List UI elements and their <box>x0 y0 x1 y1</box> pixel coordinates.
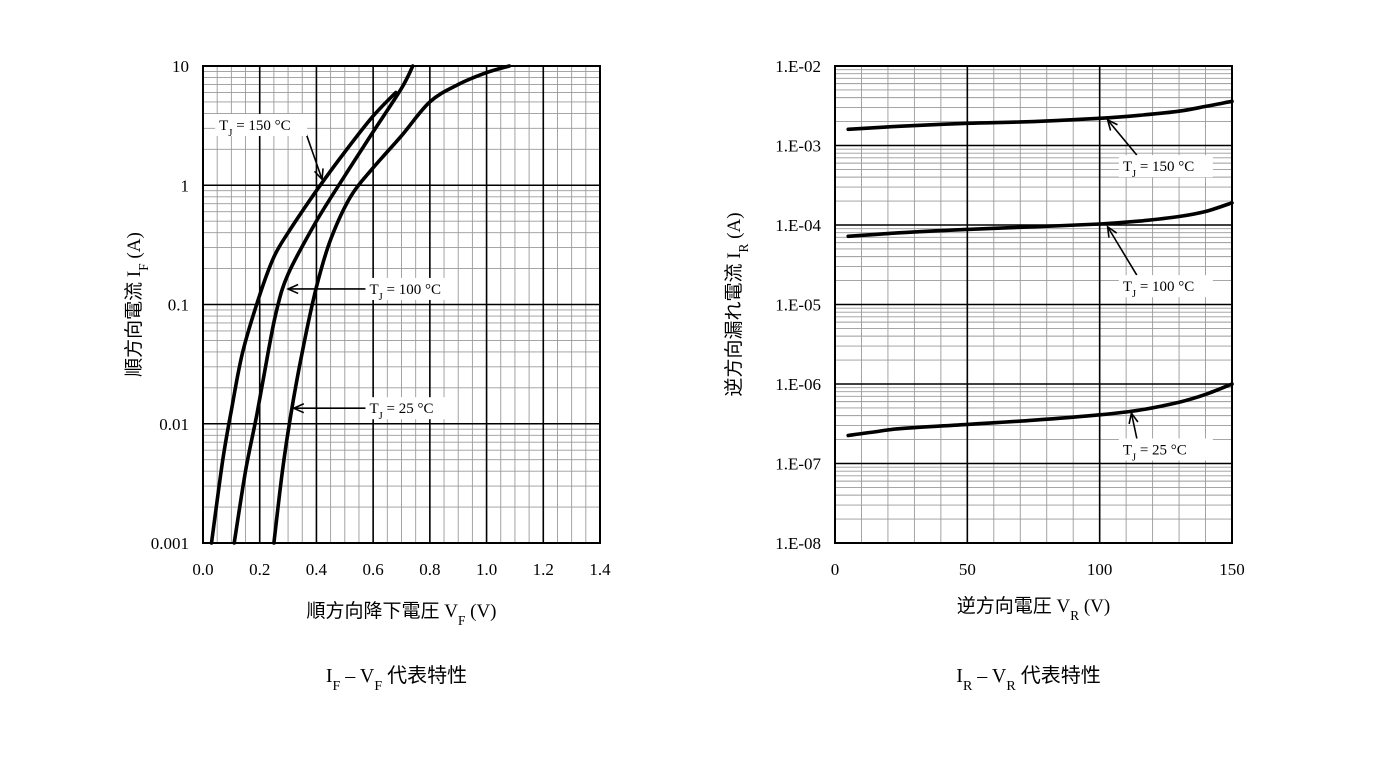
y-tick-label: 1.E-04 <box>775 216 821 235</box>
x-tick-label: 150 <box>1219 560 1245 579</box>
x-tick-label: 0.0 <box>192 560 213 579</box>
plot-frame <box>834 65 1233 544</box>
series-line <box>846 382 1234 438</box>
annotation-arrowhead <box>1106 118 1118 131</box>
series-label: TJ = 100 °C <box>1123 279 1194 300</box>
annotation-bg <box>215 114 308 137</box>
y-tick-label: 1.E-07 <box>775 455 821 474</box>
y-tick-label: 0.01 <box>159 415 189 434</box>
annotation-arrowhead <box>313 168 324 182</box>
annotation-arrow <box>1130 412 1138 439</box>
series-label: TJ = 25 °C <box>369 401 433 422</box>
x-tick-label: 100 <box>1087 560 1113 579</box>
x-axis-label: 順方向降下電圧 VF (V) <box>306 600 496 628</box>
series-label: TJ = 150 °C <box>219 118 290 139</box>
y-axis-label: 順方向電流 IF (A) <box>123 232 151 377</box>
y-tick-label: 0.001 <box>151 534 189 553</box>
y-tick-label: 10 <box>172 57 189 76</box>
chart-title: IR – VR 代表特性 <box>956 664 1100 694</box>
series-line <box>846 201 1234 239</box>
annotation-arrowhead <box>1106 225 1118 238</box>
x-axis-label: 逆方向電圧 VR (V) <box>957 595 1111 623</box>
x-tick-label: 0.4 <box>306 560 328 579</box>
annotations: TJ = 150 °C TJ = 100 °C TJ = 25 °C <box>1106 118 1213 464</box>
grid <box>834 65 1233 544</box>
series-line <box>232 64 415 545</box>
y-tick-label: 1.E-03 <box>775 137 821 156</box>
series-label: TJ = 150 °C <box>1123 159 1194 180</box>
series-line <box>846 99 1234 132</box>
annotation-bg <box>1118 155 1213 178</box>
x-tick-label: 1.0 <box>476 560 497 579</box>
annotation-bg <box>365 277 458 300</box>
x-tick-label: 0.6 <box>363 560 384 579</box>
series-label: TJ = 100 °C <box>369 282 440 303</box>
y-tick-label: 1.E-08 <box>775 534 821 553</box>
x-tick-label: 1.2 <box>533 560 554 579</box>
series-label: TJ = 25 °C <box>1123 443 1187 464</box>
y-tick-label: 1.E-05 <box>775 296 821 315</box>
series-line <box>209 90 398 545</box>
y-tick-label: 1 <box>181 176 190 195</box>
annotation-arrow <box>304 130 323 180</box>
annotation-arrowhead <box>291 402 305 414</box>
plot-frame <box>202 65 601 544</box>
annotation-arrow <box>1106 226 1138 276</box>
y-tick-label: 0.1 <box>168 296 189 315</box>
y-tick-label: 1.E-06 <box>775 375 821 394</box>
x-tick-label: 0.2 <box>249 560 270 579</box>
y-tick-label: 1.E-02 <box>775 57 821 76</box>
if-vf-chart: 0.001 0.01 0.1 1 10 0.0 0.2 0.4 0.6 0.8 1.0 1.2 1.4 T… <box>123 57 611 694</box>
x-tick-label: 0 <box>831 560 840 579</box>
annotation-bg <box>1118 275 1213 298</box>
annotation-bg <box>365 397 450 420</box>
x-tick-label: 1.4 <box>589 560 611 579</box>
x-tick-label: 0.8 <box>419 560 440 579</box>
y-axis-label: 逆方向漏れ電流 IR (A) <box>723 212 751 396</box>
annotation-arrowhead <box>1128 411 1139 425</box>
chart-title: IF – VF 代表特性 <box>326 664 467 694</box>
x-tick-label: 50 <box>959 560 976 579</box>
annotations: TJ = 150 °C TJ = 100 °C TJ = 25 °C <box>215 114 458 422</box>
annotation-bg <box>1118 438 1213 461</box>
ir-vr-chart: 1.E-08 1.E-07 1.E-06 1.E-05 1.E-04 1.E-03 1.E-… <box>723 57 1245 694</box>
annotation-arrow <box>1106 119 1138 156</box>
annotation-arrowhead <box>286 283 299 295</box>
series-line <box>272 64 512 545</box>
